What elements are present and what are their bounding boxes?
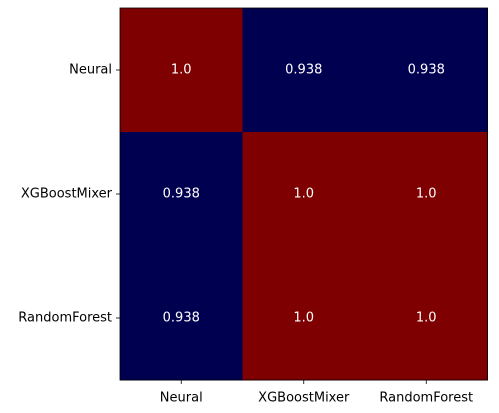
y-tick-label: Neural xyxy=(69,63,112,78)
cell-value-label: 0.938 xyxy=(163,187,200,202)
heatmap-cell-labels: 1.0 0.938 0.938 0.938 1.0 1.0 0.938 1.0 1.0 xyxy=(163,63,445,326)
cell-value-label: 1.0 xyxy=(416,187,437,202)
x-tick-label: Neural xyxy=(160,391,203,406)
heatmap-cell xyxy=(120,256,243,381)
heatmap-cell xyxy=(120,8,243,133)
cell-value-label: 0.938 xyxy=(163,311,200,326)
heatmap-cell xyxy=(120,132,243,257)
cell-value-label: 0.938 xyxy=(408,63,445,78)
heatmap-cell xyxy=(242,132,366,257)
cell-value-label: 1.0 xyxy=(293,187,314,202)
y-axis: Neural XGBoostMixer RandomForest xyxy=(18,63,120,326)
heatmap-cells xyxy=(120,8,488,381)
x-tick-label: XGBoostMixer xyxy=(258,391,350,406)
y-tick-label: XGBoostMixer xyxy=(21,187,113,202)
heatmap-cell xyxy=(365,256,488,381)
heatmap-cell xyxy=(242,8,366,133)
cell-value-label: 0.938 xyxy=(285,63,322,78)
x-axis: Neural XGBoostMixer RandomForest xyxy=(160,380,473,406)
y-tick-label: RandomForest xyxy=(18,311,112,326)
cell-value-label: 1.0 xyxy=(171,63,192,78)
heatmap-cell xyxy=(365,8,488,133)
heatmap-cell xyxy=(242,256,366,381)
heatmap-cell xyxy=(365,132,488,257)
x-tick-label: RandomForest xyxy=(379,391,473,406)
cell-value-label: 1.0 xyxy=(293,311,314,326)
cell-value-label: 1.0 xyxy=(416,311,437,326)
